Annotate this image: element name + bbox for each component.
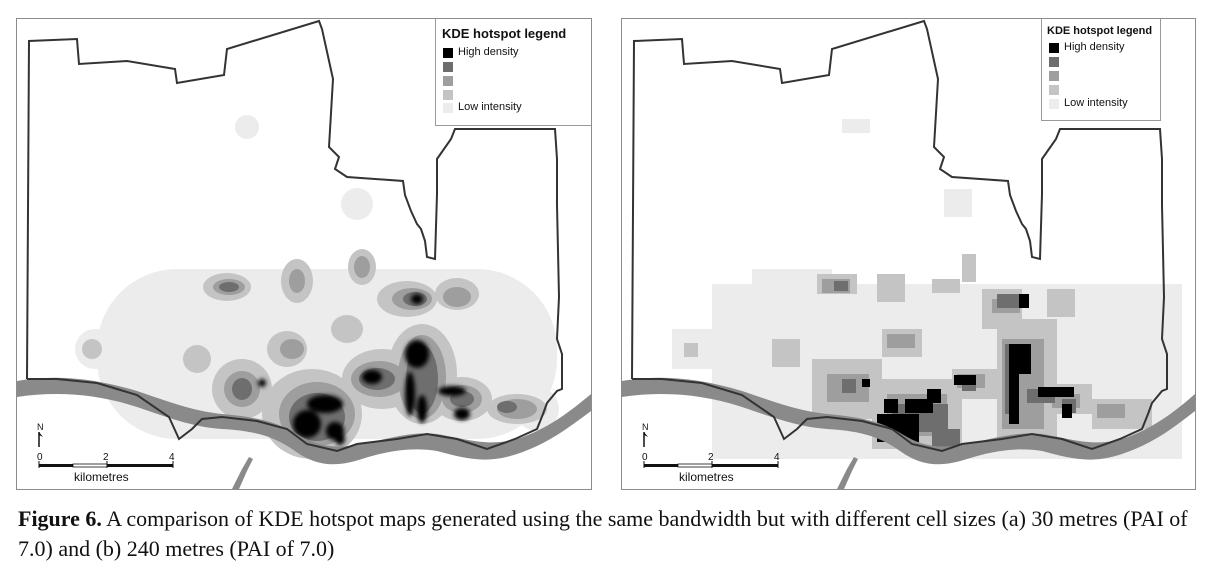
legend-swatch-class-4 [1049, 85, 1059, 95]
scale-unit: kilometres [74, 470, 129, 484]
scale-tick-2: 2 [103, 452, 109, 463]
legend-swatch-high [443, 48, 453, 58]
scale-tick-0: 0 [37, 452, 43, 463]
legend: KDE hotspot legend High density Low inte… [435, 19, 591, 126]
north-label: N [642, 422, 649, 432]
study-area-boundary [631, 19, 1168, 453]
scale-tick-4: 4 [169, 452, 175, 463]
scale-unit: kilometres [679, 470, 734, 484]
study-area-boundary [26, 19, 563, 453]
river [17, 377, 591, 465]
caption-text: A comparison of KDE hotspot maps generat… [18, 506, 1188, 561]
legend-swatch-low [443, 103, 453, 113]
map-panel-a: KDE hotspot legend High density Low inte… [16, 18, 592, 490]
legend-swatch-class-3 [1049, 71, 1059, 81]
legend-swatch-class-3 [443, 76, 453, 86]
north-label: N [37, 422, 44, 432]
legend-swatch-low [1049, 99, 1059, 109]
figure-caption: Figure 6. A comparison of KDE hotspot ma… [18, 504, 1208, 564]
river [622, 377, 1195, 465]
legend-label-low: Low intensity [458, 101, 522, 113]
density-contour-high [258, 294, 470, 445]
scale-tick-0: 0 [642, 452, 648, 463]
kde-map-smooth [17, 19, 591, 489]
kde-map-gridded [622, 19, 1195, 489]
legend-swatch-class-2 [443, 62, 453, 72]
river-tributary [232, 457, 253, 489]
river-tributary [837, 457, 858, 489]
legend-title: KDE hotspot legend [442, 26, 567, 41]
map-panel-b: KDE hotspot legend High density Low inte… [621, 18, 1196, 490]
scale-tick-2: 2 [708, 452, 714, 463]
legend: KDE hotspot legend High density Low inte… [1041, 19, 1161, 121]
legend-label-low: Low intensity [1064, 97, 1128, 109]
caption-label: Figure 6. [18, 506, 102, 531]
legend-swatch-high [1049, 43, 1059, 53]
legend-swatch-class-4 [443, 90, 453, 100]
scale-tick-4: 4 [774, 452, 780, 463]
legend-title: KDE hotspot legend [1047, 25, 1153, 37]
legend-swatch-class-2 [1049, 57, 1059, 67]
legend-label-high: High density [1064, 41, 1125, 53]
legend-label-high: High density [458, 46, 519, 58]
